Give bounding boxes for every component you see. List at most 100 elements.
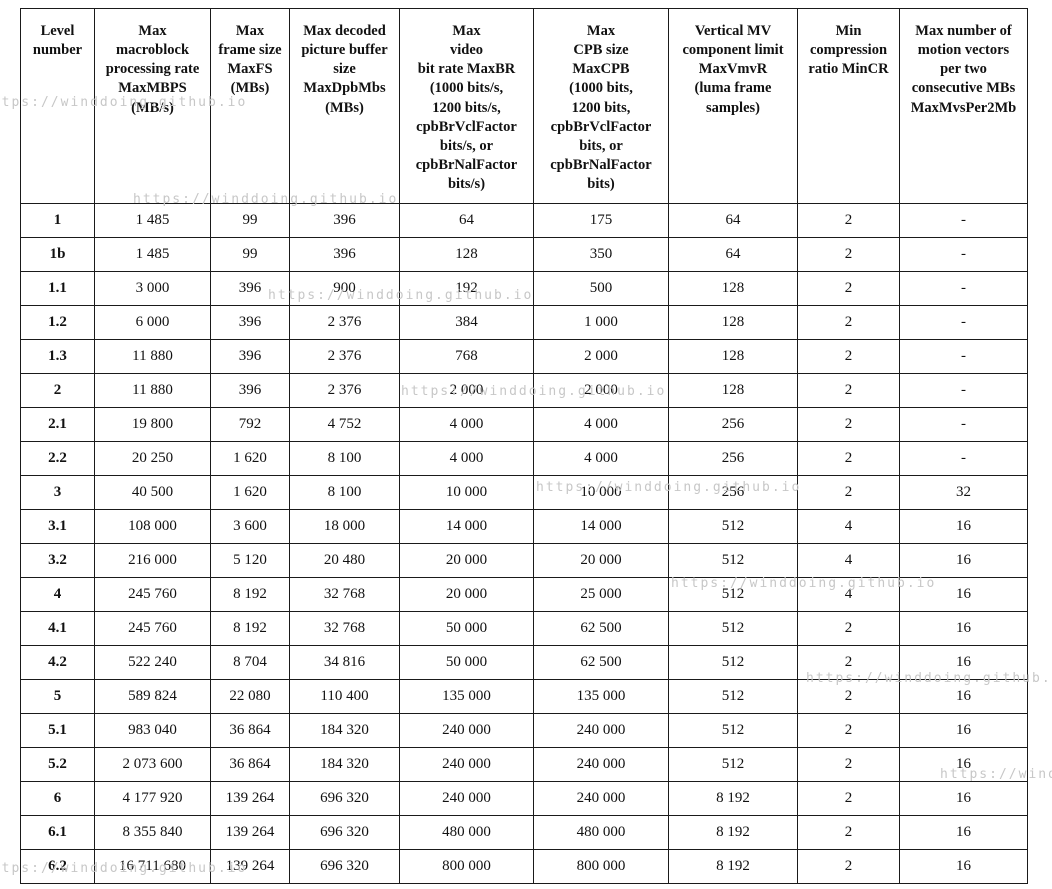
value-cell: 256 <box>668 441 798 476</box>
value-cell: - <box>899 373 1028 408</box>
value-cell: 8 192 <box>668 781 798 816</box>
value-cell: 40 500 <box>94 475 211 510</box>
level-cell: 3.2 <box>20 543 95 578</box>
value-cell: 64 <box>668 203 798 238</box>
value-cell: 4 000 <box>533 441 669 476</box>
value-cell: 512 <box>668 645 798 680</box>
value-cell: 139 264 <box>210 849 290 884</box>
value-cell: 99 <box>210 237 290 272</box>
value-cell: 3 000 <box>94 271 211 306</box>
table-row: 6.1 8 355 840 139 264 696 320 480 000 480 000… <box>20 815 1028 850</box>
value-cell: 2 376 <box>289 339 400 374</box>
value-cell: 16 <box>899 747 1028 782</box>
value-cell: 696 320 <box>289 815 400 850</box>
value-cell: 2 <box>797 203 900 238</box>
value-cell: 99 <box>210 203 290 238</box>
value-cell: 22 080 <box>210 679 290 714</box>
value-cell: - <box>899 271 1028 306</box>
value-cell: 36 864 <box>210 713 290 748</box>
value-cell: 25 000 <box>533 577 669 612</box>
value-cell: 512 <box>668 611 798 646</box>
level-cell: 5.2 <box>20 747 95 782</box>
value-cell: 14 000 <box>533 509 669 544</box>
value-cell: 184 320 <box>289 747 400 782</box>
value-cell: 4 752 <box>289 407 400 442</box>
value-cell: 2 <box>797 781 900 816</box>
level-cell: 1.2 <box>20 305 95 340</box>
value-cell: 128 <box>668 271 798 306</box>
value-cell: 2 <box>797 271 900 306</box>
value-cell: 512 <box>668 747 798 782</box>
value-cell: 512 <box>668 509 798 544</box>
value-cell: 4 000 <box>399 441 534 476</box>
value-cell: 175 <box>533 203 669 238</box>
value-cell: 16 <box>899 611 1028 646</box>
value-cell: 512 <box>668 713 798 748</box>
value-cell: 2 <box>797 815 900 850</box>
column-header-2: Max frame size MaxFS (MBs) <box>210 8 290 204</box>
value-cell: 16 <box>899 679 1028 714</box>
value-cell: 2 <box>797 849 900 884</box>
table-header: Level number Max macroblock processing ra… <box>20 8 1028 204</box>
table-row: 3.1 108 000 3 600 18 000 14 000 14 000 512 4 16 <box>20 509 1028 544</box>
column-header-4: Max video bit rate MaxBR (1000 bits/s, 1… <box>399 8 534 204</box>
value-cell: 16 <box>899 713 1028 748</box>
value-cell: 900 <box>289 271 400 306</box>
value-cell: 135 000 <box>399 679 534 714</box>
value-cell: 5 120 <box>210 543 290 578</box>
value-cell: 792 <box>210 407 290 442</box>
value-cell: 2 000 <box>533 339 669 374</box>
value-cell: 2 <box>797 679 900 714</box>
table-row: 1.1 3 000 396 900 192 500 128 2- <box>20 271 1028 306</box>
level-cell: 6.1 <box>20 815 95 850</box>
value-cell: 11 880 <box>94 373 211 408</box>
value-cell: 8 192 <box>668 849 798 884</box>
value-cell: 4 <box>797 509 900 544</box>
value-cell: 1 485 <box>94 237 211 272</box>
value-cell: 522 240 <box>94 645 211 680</box>
level-cell: 1b <box>20 237 95 272</box>
value-cell: 2 <box>797 305 900 340</box>
value-cell: 8 100 <box>289 475 400 510</box>
value-cell: 1 620 <box>210 475 290 510</box>
value-cell: 4 000 <box>533 407 669 442</box>
value-cell: - <box>899 441 1028 476</box>
level-cell: 5 <box>20 679 95 714</box>
value-cell: 128 <box>668 339 798 374</box>
value-cell: 20 250 <box>94 441 211 476</box>
table-row: 1b 1 485 99 396 128 350 64 2- <box>20 237 1028 272</box>
level-cell: 1 <box>20 203 95 238</box>
value-cell: 32 768 <box>289 611 400 646</box>
value-cell: 20 480 <box>289 543 400 578</box>
value-cell: 2 <box>797 407 900 442</box>
value-cell: 2 376 <box>289 305 400 340</box>
value-cell: 2 <box>797 713 900 748</box>
value-cell: 396 <box>210 373 290 408</box>
column-header-5: Max CPB size MaxCPB (1000 bits, 1200 bit… <box>533 8 669 204</box>
value-cell: 2 376 <box>289 373 400 408</box>
value-cell: 1 485 <box>94 203 211 238</box>
value-cell: - <box>899 305 1028 340</box>
value-cell: 216 000 <box>94 543 211 578</box>
level-cell: 4.1 <box>20 611 95 646</box>
level-cell: 4.2 <box>20 645 95 680</box>
column-header-7: Min compression ratio MinCR <box>797 8 900 204</box>
value-cell: 768 <box>399 339 534 374</box>
value-cell: 500 <box>533 271 669 306</box>
level-cell: 3.1 <box>20 509 95 544</box>
value-cell: 245 760 <box>94 577 211 612</box>
value-cell: 14 000 <box>399 509 534 544</box>
value-cell: 2 <box>797 747 900 782</box>
level-cell: 3 <box>20 475 95 510</box>
table-row: 3 40 500 1 620 8 100 10 000 10 000 256 2 32 <box>20 475 1028 510</box>
table-row: 4.2 522 240 8 704 34 816 50 000 62 500 512 2 16 <box>20 645 1028 680</box>
value-cell: 1 620 <box>210 441 290 476</box>
value-cell: 480 000 <box>533 815 669 850</box>
value-cell: 4 177 920 <box>94 781 211 816</box>
table-row: 4.1 245 760 8 192 32 768 50 000 62 500 512 2 16 <box>20 611 1028 646</box>
value-cell: 108 000 <box>94 509 211 544</box>
value-cell: 4 <box>797 543 900 578</box>
